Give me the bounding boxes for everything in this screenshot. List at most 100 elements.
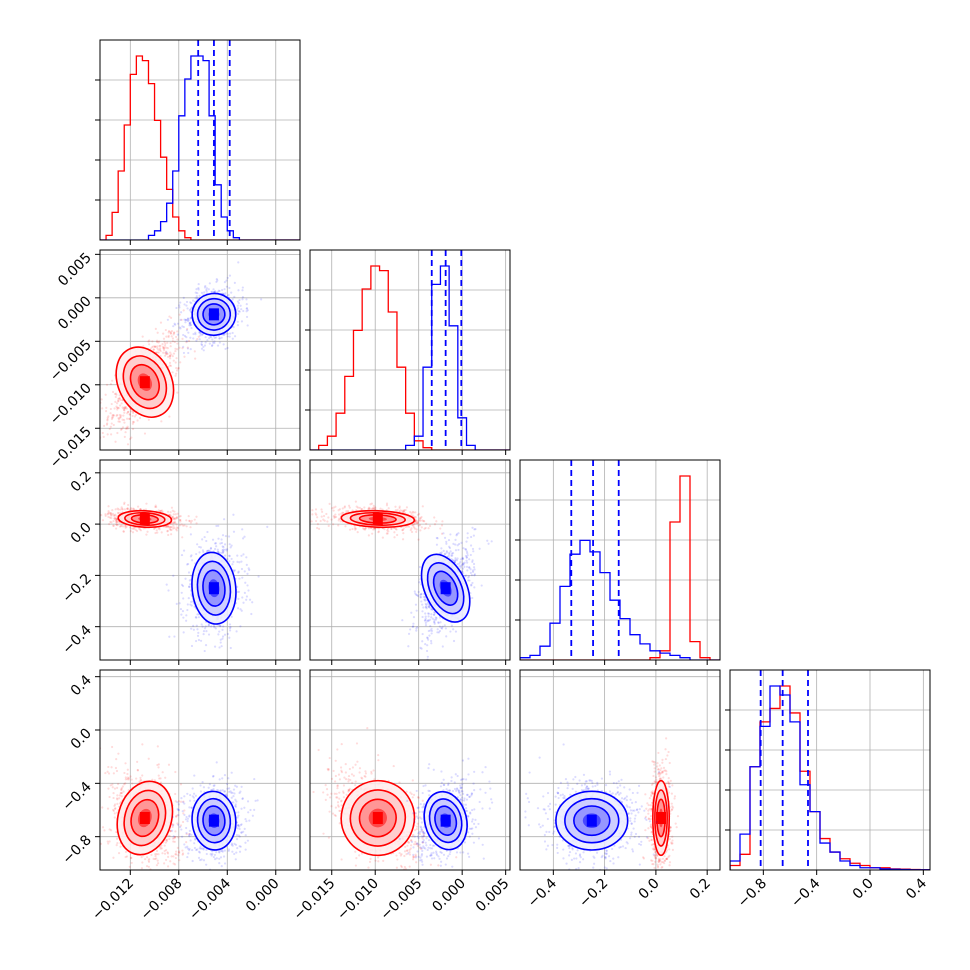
blue-point — [401, 619, 404, 622]
red-point — [396, 508, 399, 511]
blue-point — [228, 286, 231, 290]
blue-point — [412, 625, 415, 628]
red-point — [109, 407, 112, 411]
red-point — [314, 512, 317, 515]
blue-point — [466, 561, 469, 564]
blue-point — [425, 649, 429, 653]
blue-point — [461, 570, 464, 573]
red-point — [158, 348, 162, 351]
red-point — [183, 524, 186, 527]
blue-point — [445, 551, 449, 554]
blue-point — [239, 625, 242, 628]
red-point — [107, 511, 111, 514]
blue-point — [469, 544, 473, 547]
blue-point — [451, 552, 455, 555]
blue-point — [219, 542, 222, 545]
blue-point — [424, 617, 427, 620]
red-density-peak — [139, 376, 150, 389]
blue-point — [448, 553, 451, 556]
blue-point — [190, 554, 193, 557]
blue-point — [205, 630, 208, 633]
red-point — [154, 853, 157, 856]
blue-point — [188, 579, 191, 582]
blue-point — [238, 298, 241, 302]
blue-point — [219, 625, 222, 628]
red-point — [114, 392, 118, 395]
red-point — [367, 506, 371, 509]
blue-point — [204, 644, 208, 647]
blue-point — [424, 599, 427, 602]
red-point — [166, 510, 170, 513]
red-point — [113, 787, 117, 790]
y-tick-label-2: −0.2 — [59, 571, 94, 606]
red-point — [163, 844, 166, 847]
red-point — [174, 830, 177, 833]
red-point — [415, 530, 418, 533]
red-point — [124, 778, 127, 781]
blue-point — [473, 574, 476, 577]
red-point — [341, 511, 344, 514]
panel-content — [100, 40, 300, 240]
blue-point — [454, 558, 457, 561]
blue-point — [452, 639, 456, 643]
blue-point — [442, 532, 445, 535]
blue-point — [223, 333, 226, 336]
blue-point — [217, 550, 220, 553]
red-point — [165, 335, 168, 338]
blue-point — [211, 343, 214, 347]
blue-point — [196, 543, 199, 546]
blue-point — [447, 538, 451, 542]
red-point — [159, 847, 162, 850]
red-point — [332, 509, 335, 512]
red-point — [387, 507, 390, 510]
red-point — [390, 527, 393, 530]
blue-point — [454, 543, 457, 546]
red-point — [172, 517, 176, 520]
blue-point — [222, 546, 225, 549]
blue-point — [435, 543, 439, 546]
blue-point — [444, 627, 447, 630]
red-point — [186, 896, 188, 898]
red-point — [179, 515, 182, 518]
red-point — [321, 510, 324, 513]
blue-point — [189, 555, 192, 558]
blue-point — [191, 559, 194, 562]
red-point — [124, 431, 127, 434]
blue-point — [230, 544, 233, 547]
red-point — [170, 353, 173, 356]
y-tick-label-0: 0.005 — [55, 250, 95, 290]
blue-point — [469, 571, 472, 574]
red-point — [164, 776, 167, 779]
blue-point — [221, 550, 225, 553]
red-point — [372, 528, 375, 531]
red-point — [130, 507, 133, 510]
red-point — [170, 316, 173, 319]
blue-point — [182, 325, 185, 329]
red-point — [131, 414, 134, 418]
blue-point — [245, 303, 248, 306]
red-point — [146, 856, 149, 859]
blue-point — [186, 347, 190, 350]
blue-point — [426, 620, 429, 623]
blue-point — [425, 603, 428, 606]
red-histogram-0 — [100, 55, 300, 240]
blue-point — [440, 551, 443, 554]
blue-point — [189, 321, 192, 324]
red-point — [115, 523, 118, 526]
red-point — [147, 757, 150, 760]
blue-point — [237, 312, 240, 315]
red-point — [157, 351, 160, 354]
red-point — [127, 777, 130, 780]
blue-point — [237, 289, 240, 292]
blue-point — [202, 345, 205, 349]
red-point — [156, 331, 159, 334]
red-point — [373, 528, 376, 531]
blue-point — [201, 333, 204, 336]
red-point — [166, 347, 169, 350]
blue-point — [194, 639, 198, 643]
red-point — [109, 412, 112, 415]
blue-point — [236, 320, 239, 323]
blue-point — [451, 554, 454, 557]
blue-density-peak — [208, 582, 219, 595]
blue-point — [235, 308, 238, 311]
